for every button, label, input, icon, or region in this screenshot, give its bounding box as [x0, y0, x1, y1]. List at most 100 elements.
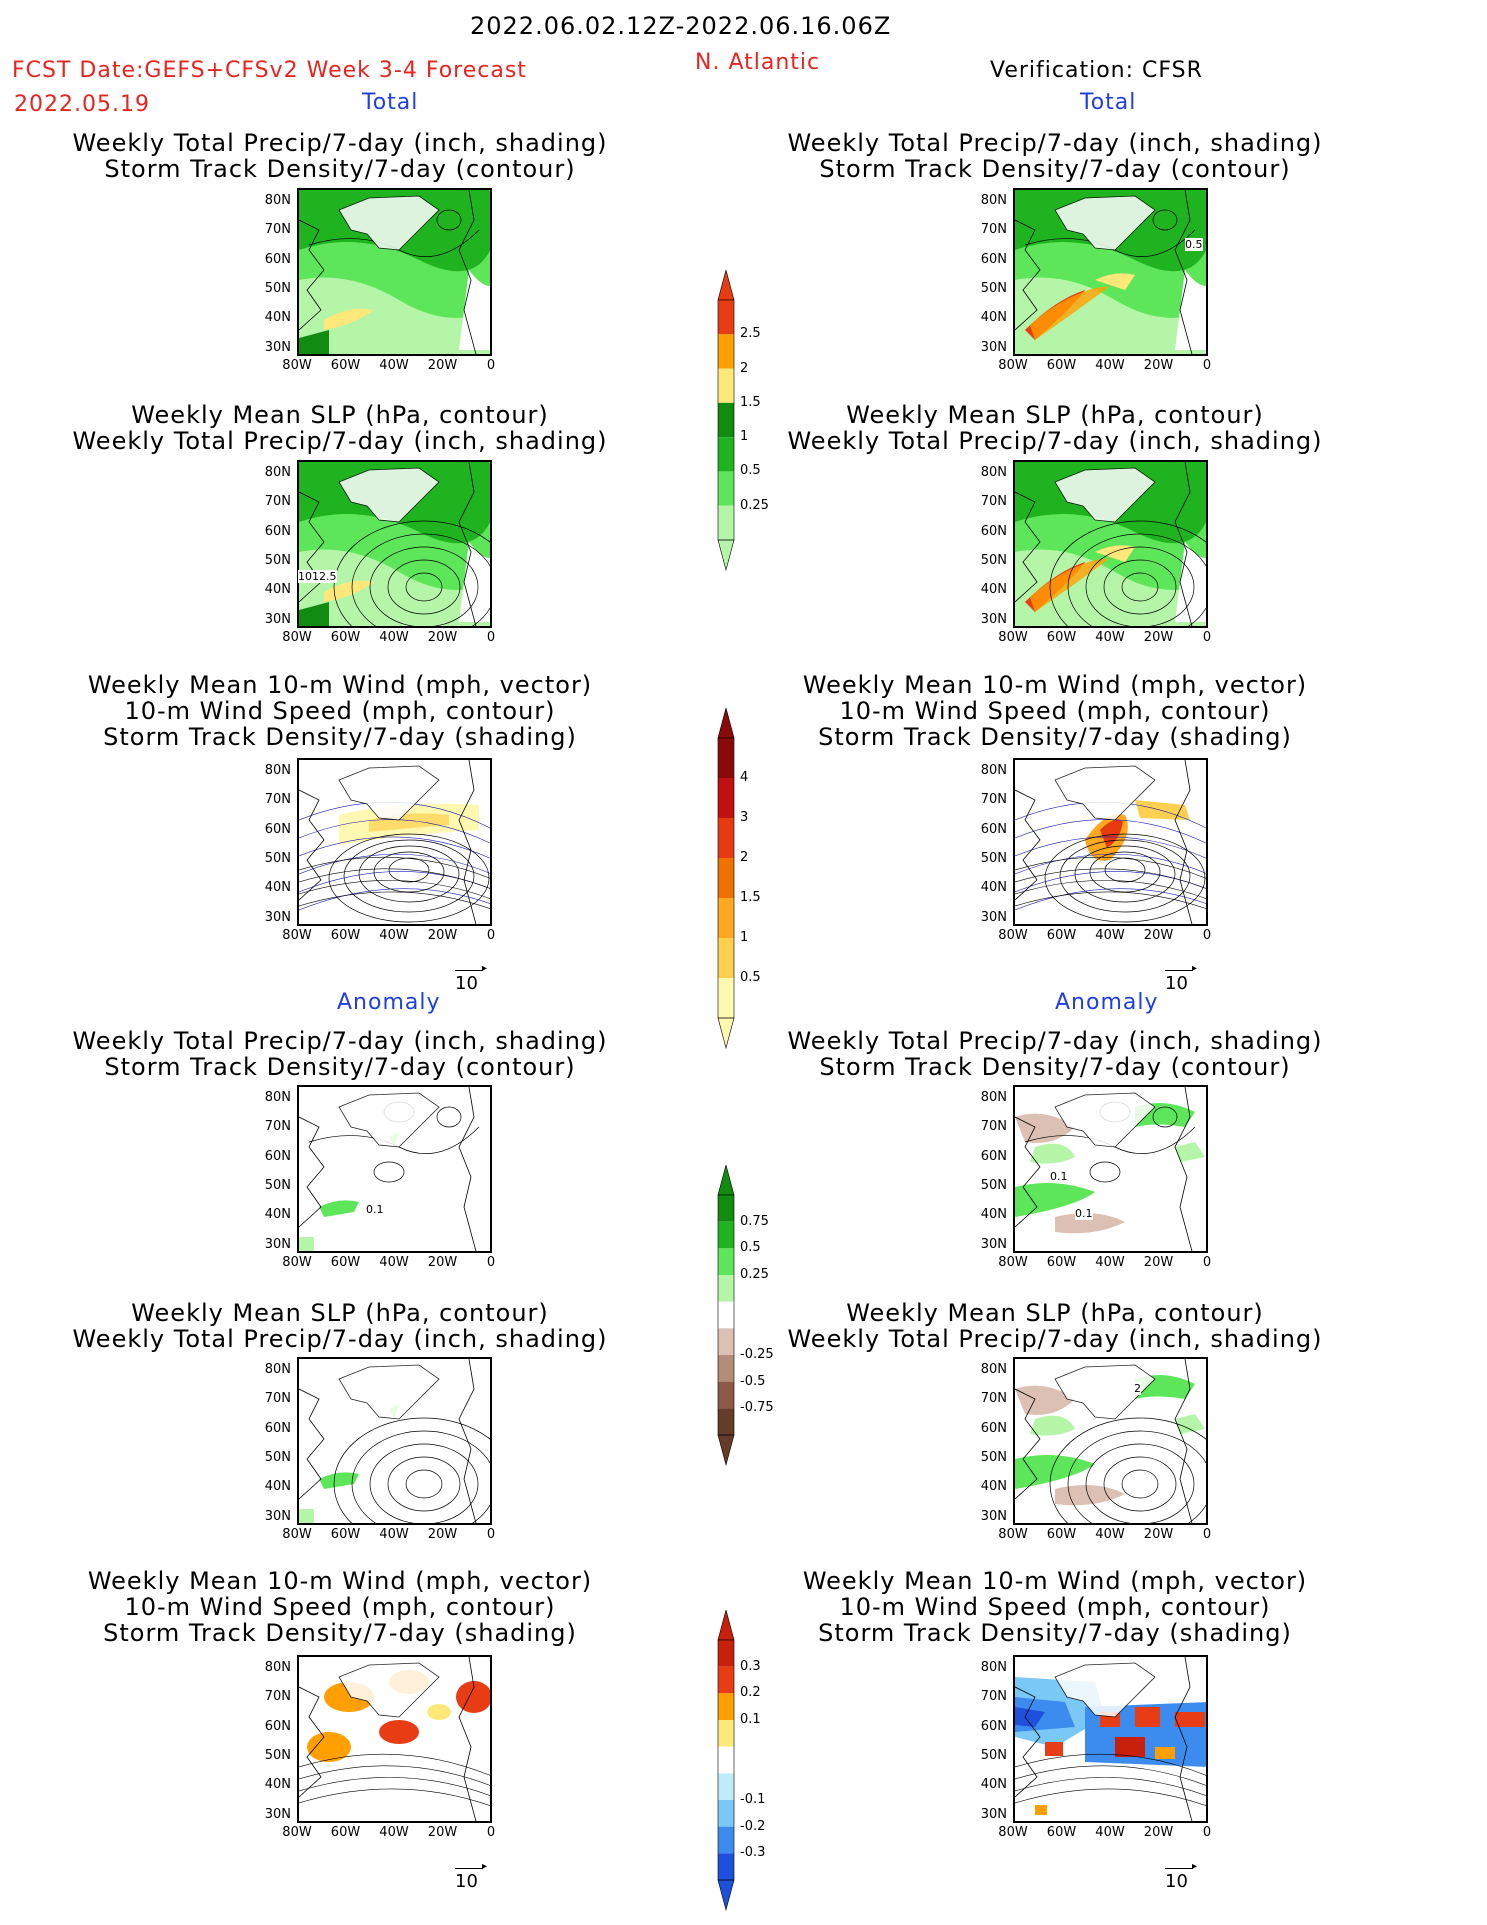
- lat-tick-label: 50N: [980, 1747, 1007, 1763]
- panel-title-line: Storm Track Density/7-day (shading): [103, 1619, 577, 1647]
- map-field: [1015, 462, 1206, 626]
- panel-title-line: Weekly Mean SLP (hPa, contour): [846, 401, 1264, 429]
- panel-title-line: Weekly Total Precip/7-day (inch, shading…: [72, 427, 608, 455]
- colorbar-label: 2: [740, 360, 749, 376]
- vector-reference: ▸ 10: [455, 963, 487, 994]
- vector-reference: ▸ 10: [455, 1861, 487, 1892]
- lon-tick-label: 80W: [282, 928, 312, 943]
- region-label: N. Atlantic: [695, 50, 821, 75]
- lat-tick-label: 80N: [264, 465, 291, 480]
- lat-tick-label: 50N: [980, 850, 1007, 866]
- lat-tick-label: 50N: [264, 280, 291, 296]
- lon-tick-label: 60W: [1046, 358, 1077, 373]
- lat-tick-label: 80N: [980, 193, 1007, 208]
- lon-tick-label: 20W: [427, 1527, 458, 1542]
- lon-tick-label: 40W: [1095, 1825, 1125, 1840]
- lat-tick-label: 80N: [980, 1362, 1007, 1377]
- lat-tick-label: 60N: [264, 1420, 291, 1436]
- vector-arrow-icon: ▸: [1165, 963, 1197, 974]
- panel-title-line: Weekly Total Precip/7-day (inch, shading…: [72, 129, 608, 157]
- panel-title: Weekly Mean SLP (hPa, contour) Weekly Tot…: [770, 1300, 1340, 1352]
- panel-title-line: Weekly Total Precip/7-day (inch, shading…: [72, 1027, 608, 1055]
- contour-label: 0.1: [366, 1203, 384, 1216]
- lat-tick-label: 30N: [980, 909, 1007, 925]
- lon-tick-label: 40W: [379, 928, 409, 943]
- colorbar-label: 0.5: [740, 463, 761, 479]
- anomaly-label-right: Anomaly: [1055, 990, 1159, 1015]
- map-field: [1015, 190, 1206, 354]
- panel-title-line: Weekly Mean 10-m Wind (mph, vector): [87, 1567, 593, 1595]
- lon-tick-label: 40W: [379, 630, 409, 645]
- lon-tick-label: 40W: [1095, 358, 1125, 373]
- lon-tick-label: 80W: [282, 1825, 312, 1840]
- lon-tick-label: 0: [1202, 358, 1212, 373]
- panel-title-line: Storm Track Density/7-day (contour): [819, 155, 1291, 183]
- colorbar-label: 4: [740, 770, 749, 785]
- lon-tick-label: 20W: [1143, 630, 1174, 645]
- fcst-line: FCST Date:GEFS+CFSv2 Week 3-4 Forecast: [12, 58, 527, 83]
- lon-tick-label: 0: [1202, 928, 1212, 943]
- lat-tick-label: 40N: [264, 880, 291, 896]
- colorbar-label: 1: [740, 429, 749, 445]
- panel-title-line: Weekly Mean 10-m Wind (mph, vector): [802, 1567, 1308, 1595]
- colorbar-storm-anom: [717, 1610, 735, 1912]
- panel-title-line: Storm Track Density/7-day (contour): [104, 1053, 576, 1081]
- panel-title: Weekly Mean SLP (hPa, contour) Weekly Tot…: [770, 402, 1340, 454]
- lon-tick-label: 60W: [330, 358, 361, 373]
- panel-title-line: Storm Track Density/7-day (shading): [103, 723, 577, 751]
- panel-title: Weekly Total Precip/7-day (inch, shading…: [55, 1028, 625, 1080]
- lat-tick-label: 80N: [264, 193, 291, 208]
- lon-tick-label: 0: [1202, 630, 1212, 645]
- vector-arrow-icon: ▸: [455, 963, 487, 974]
- lon-tick-label: 0: [486, 1825, 496, 1840]
- lat-tick-label: 80N: [264, 763, 291, 778]
- lat-tick-label: 40N: [264, 1777, 291, 1793]
- lat-tick-label: 70N: [264, 1119, 291, 1135]
- lat-tick-label: 70N: [264, 792, 291, 808]
- lat-tick-label: 70N: [264, 1689, 291, 1705]
- fcst-total-wind-storm-map: [297, 758, 492, 926]
- lon-tick-label: 20W: [427, 358, 458, 373]
- lon-tick-label: 80W: [282, 1255, 312, 1270]
- lat-tick-label: 70N: [980, 792, 1007, 808]
- colorbar-label: 0.75: [740, 1213, 769, 1229]
- colorbar-label: 1.5: [740, 394, 761, 410]
- contour-label: 0.1: [1075, 1207, 1093, 1220]
- lat-tick-label: 50N: [980, 1177, 1007, 1193]
- lat-tick-label: 80N: [980, 1660, 1007, 1675]
- map-field: [299, 190, 490, 354]
- lon-tick-label: 60W: [1046, 1825, 1077, 1840]
- colorbar-label: -0.3: [740, 1845, 766, 1861]
- lon-tick-label: 40W: [1095, 1527, 1125, 1542]
- panel-title: Weekly Mean SLP (hPa, contour) Weekly Tot…: [55, 1300, 625, 1352]
- fcst-date: 2022.05.19: [14, 92, 150, 117]
- lat-tick-label: 30N: [264, 1806, 291, 1822]
- lat-tick-label: 50N: [264, 850, 291, 866]
- lat-tick-label: 60N: [264, 1148, 291, 1164]
- vector-ref-value: 10: [1165, 1871, 1188, 1892]
- lon-tick-label: 20W: [1143, 928, 1174, 943]
- lat-tick-label: 40N: [980, 1207, 1007, 1223]
- contour-label: 0.1: [1050, 1170, 1068, 1183]
- lon-tick-label: 60W: [330, 1255, 361, 1270]
- lat-tick-label: 40N: [980, 1479, 1007, 1495]
- panel-title: Weekly Total Precip/7-day (inch, shading…: [770, 1028, 1340, 1080]
- colorbar-precip-total: [717, 270, 735, 572]
- map-field: [1015, 1359, 1206, 1523]
- cfsr-anom-slp-precip-map: [1013, 1357, 1208, 1525]
- panel-title-line: Weekly Mean SLP (hPa, contour): [131, 401, 549, 429]
- lon-tick-label: 60W: [1046, 1527, 1077, 1542]
- panel-title-line: 10-m Wind Speed (mph, contour): [124, 697, 556, 725]
- map-field: [299, 462, 490, 626]
- lon-tick-label: 80W: [998, 358, 1028, 373]
- lon-tick-label: 40W: [379, 1255, 409, 1270]
- lon-tick-label: 60W: [330, 630, 361, 645]
- lat-tick-label: 80N: [980, 763, 1007, 778]
- fcst-anom-wind-storm-map: [297, 1655, 492, 1823]
- panel-title-line: 10-m Wind Speed (mph, contour): [839, 1593, 1271, 1621]
- panel-title: Weekly Mean 10-m Wind (mph, vector) 10-m …: [770, 1568, 1340, 1646]
- lon-tick-label: 80W: [282, 630, 312, 645]
- colorbar-label: -0.2: [740, 1818, 766, 1834]
- map-field: [299, 1359, 490, 1523]
- colorbar-label: 0.5: [740, 970, 761, 985]
